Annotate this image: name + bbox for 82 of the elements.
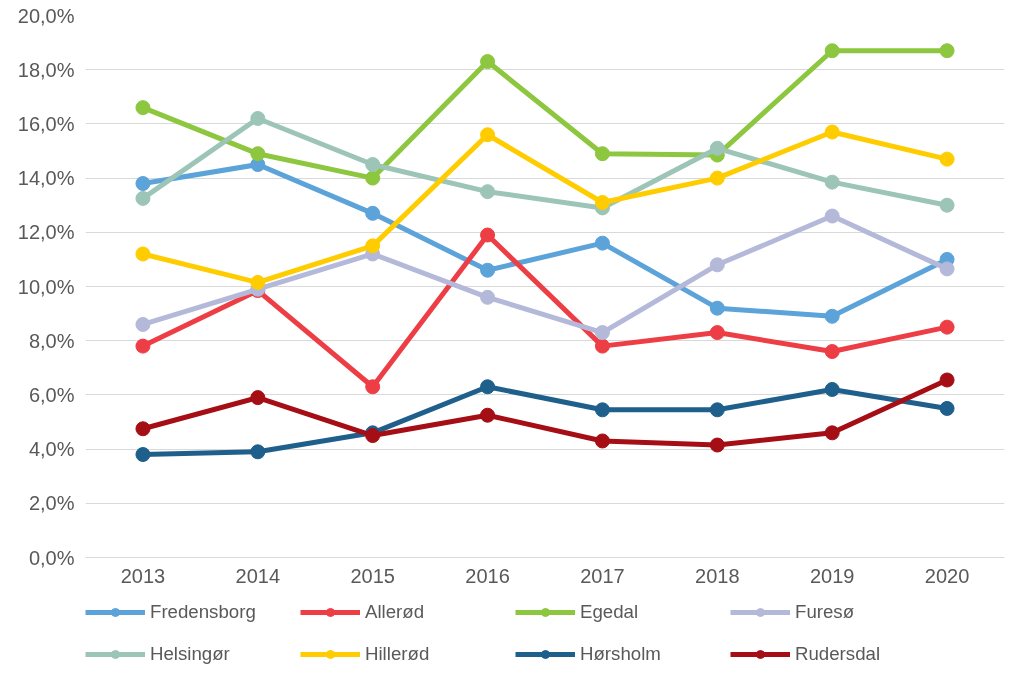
point — [365, 205, 381, 221]
point — [709, 257, 725, 273]
point — [365, 379, 381, 395]
point — [135, 316, 151, 332]
point — [709, 170, 725, 186]
x-tick-label: 2019 — [809, 564, 855, 587]
point — [709, 140, 725, 156]
point — [480, 407, 496, 423]
point — [709, 325, 725, 341]
point — [594, 402, 610, 418]
point — [250, 390, 266, 406]
point — [939, 319, 955, 335]
point — [135, 190, 151, 206]
y-tick-label: 8,0% — [28, 329, 75, 352]
point — [594, 433, 610, 449]
point — [939, 43, 955, 59]
point — [824, 425, 840, 441]
x-tick-label: 2017 — [580, 564, 625, 587]
point — [250, 146, 266, 162]
point — [939, 151, 955, 167]
point — [594, 338, 610, 354]
y-tick-label: 10,0% — [17, 275, 75, 298]
point — [709, 402, 725, 418]
point — [250, 274, 266, 290]
point — [135, 246, 151, 262]
y-tick-label: 4,0% — [28, 438, 75, 461]
point — [480, 289, 496, 305]
y-tick-label: 6,0% — [28, 383, 75, 406]
point — [135, 176, 151, 192]
point — [939, 400, 955, 416]
x-tick-label: 2016 — [465, 564, 510, 587]
x-tick-label: 2020 — [924, 564, 970, 587]
point — [480, 127, 496, 143]
point — [250, 110, 266, 126]
y-tick-label: 20,0% — [17, 4, 75, 27]
point — [824, 308, 840, 324]
x-tick-label: 2015 — [350, 564, 395, 587]
point — [824, 124, 840, 140]
point — [135, 421, 151, 437]
point — [939, 372, 955, 388]
legend-label: Furesø — [795, 601, 856, 623]
point — [594, 235, 610, 251]
y-tick-label: 12,0% — [17, 221, 75, 244]
point — [480, 262, 496, 278]
point — [135, 100, 151, 116]
point — [824, 174, 840, 190]
legend-label: Hillerød — [365, 643, 431, 665]
point — [135, 338, 151, 354]
x-tick-label: 2014 — [235, 564, 281, 587]
point — [480, 184, 496, 200]
point — [824, 43, 840, 59]
point — [939, 197, 955, 213]
point — [594, 146, 610, 162]
point — [824, 344, 840, 360]
point — [709, 437, 725, 453]
point — [365, 238, 381, 254]
legend-label: Rudersdal — [795, 643, 882, 665]
y-tick-label: 18,0% — [17, 58, 75, 81]
point — [824, 381, 840, 397]
y-tick-label: 0,0% — [28, 546, 75, 569]
point — [939, 261, 955, 277]
x-tick-label: 2013 — [120, 564, 166, 587]
y-tick-label: 14,0% — [17, 167, 75, 190]
point — [365, 157, 381, 173]
y-tick-label: 2,0% — [28, 492, 75, 515]
point — [250, 444, 266, 460]
point — [594, 325, 610, 341]
x-tick-label: 2018 — [695, 564, 740, 587]
point — [480, 227, 496, 243]
legend-label: Fredensborg — [150, 601, 257, 623]
legend-label: Egedal — [580, 601, 640, 623]
point — [709, 300, 725, 316]
legend-label: Hørsholm — [580, 643, 662, 665]
legend-label: Helsingør — [150, 643, 231, 665]
y-tick-label: 16,0% — [17, 112, 75, 135]
point — [480, 379, 496, 395]
point — [365, 170, 381, 186]
legend-label: Allerød — [365, 601, 426, 623]
point — [594, 195, 610, 210]
point — [135, 447, 151, 463]
point — [824, 208, 840, 224]
point — [480, 54, 496, 70]
